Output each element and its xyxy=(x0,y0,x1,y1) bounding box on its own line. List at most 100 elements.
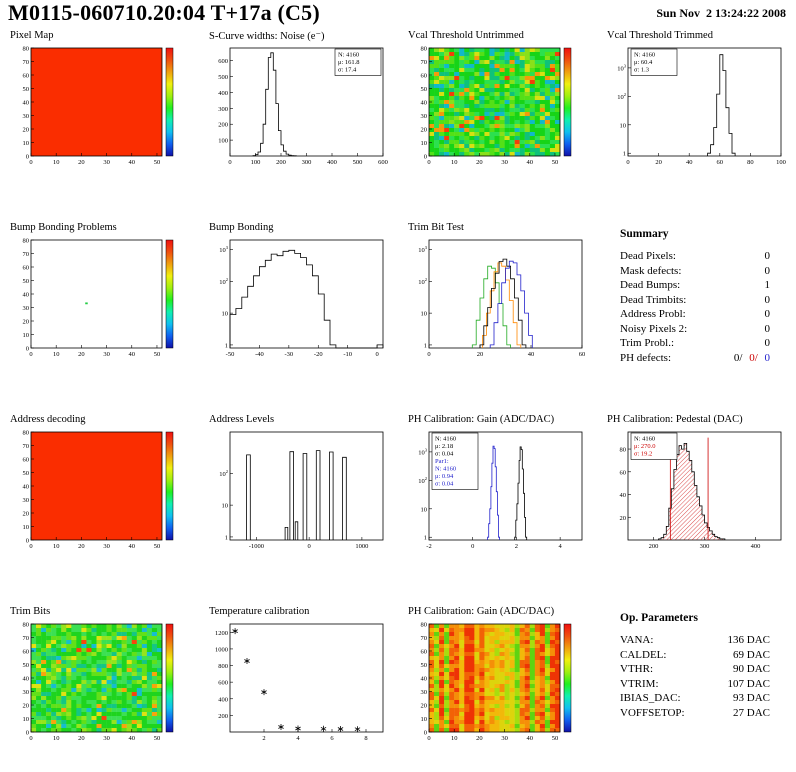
scurve-noise-plot: 0 100 200 300 400 500 600 100 200 300 400 500 600 N: … xyxy=(218,47,388,166)
hist-spike xyxy=(302,453,308,540)
svg-text:10: 10 xyxy=(53,543,60,550)
heatmap-cells xyxy=(429,624,561,733)
param-value: 0 xyxy=(764,264,771,277)
svg-text:μ: 60.4: μ: 60.4 xyxy=(634,59,653,66)
hist-spike xyxy=(246,454,251,540)
svg-text:0: 0 xyxy=(228,159,231,166)
svg-text:50: 50 xyxy=(154,735,161,742)
axes: 0 10 20 30 40 50 0 10 20 30 40 50 60 70 80 xyxy=(421,622,559,743)
svg-text:50: 50 xyxy=(421,86,428,93)
svg-text:800: 800 xyxy=(218,663,228,670)
panel-title: Trim Bit Test xyxy=(408,222,464,233)
svg-text:10: 10 xyxy=(451,735,458,742)
svg-text:1: 1 xyxy=(225,342,228,349)
svg-text:2: 2 xyxy=(262,735,265,742)
heatmap-cells xyxy=(31,240,162,348)
svg-text:N: 4160: N: 4160 xyxy=(338,52,359,59)
param-value: 0 xyxy=(764,293,771,306)
panel-trim-bits: Trim Bits 0 10 20 30 40 50 0 10 20 30 40 50 60 70 80 xyxy=(4,606,200,745)
heatmap-cells xyxy=(429,48,561,157)
svg-text:20: 20 xyxy=(421,703,428,710)
svg-text:30: 30 xyxy=(23,497,30,504)
svg-text:50: 50 xyxy=(23,86,30,93)
svg-text:20: 20 xyxy=(78,159,85,166)
svg-text:10: 10 xyxy=(23,716,30,723)
svg-text:-10: -10 xyxy=(343,351,352,358)
plot-frame xyxy=(229,239,384,349)
op-parameters-rows: VANA: 136 DAC CALDEL: 69 DAC VTHR: 90 DAC VTRI… xyxy=(620,633,770,720)
svg-text:50: 50 xyxy=(552,735,559,742)
svg-text:500: 500 xyxy=(353,159,363,166)
svg-text:60: 60 xyxy=(579,351,586,358)
param-row: IBIAS_DAC: 93 DAC xyxy=(620,691,770,706)
panel-title: Trim Bits xyxy=(10,606,51,617)
panel-temperature-calibration: Temperature calibration 2 4 6 8 200 400 600 800… xyxy=(203,606,399,745)
svg-text:10: 10 xyxy=(53,735,60,742)
svg-text:200: 200 xyxy=(649,543,659,550)
svg-text:10: 10 xyxy=(421,311,428,318)
svg-text:103: 103 xyxy=(418,447,428,456)
svg-text:80: 80 xyxy=(620,447,627,454)
param-label: Mask defects: xyxy=(620,264,682,277)
panel-title: Address decoding xyxy=(10,414,86,425)
svg-text:400: 400 xyxy=(751,543,761,550)
svg-text:80: 80 xyxy=(421,46,428,53)
svg-text:0: 0 xyxy=(26,346,29,353)
param-label: Dead Trimbits: xyxy=(620,293,687,306)
param-label: Trim Probl.: xyxy=(620,337,675,349)
svg-text:70: 70 xyxy=(23,251,30,258)
svg-text:0: 0 xyxy=(308,543,311,550)
bump-bonding-problems-plot: 0 10 20 30 40 50 0 10 20 30 40 50 60 70 80 xyxy=(23,238,174,358)
panel-title: Bump Bonding xyxy=(209,222,274,233)
svg-text:102: 102 xyxy=(219,469,228,478)
svg-text:σ: 17.4: σ: 17.4 xyxy=(338,67,357,74)
panel-title: S-Curve widths: Noise (e⁻) xyxy=(209,31,325,42)
svg-text:70: 70 xyxy=(23,635,30,642)
svg-text:80: 80 xyxy=(747,159,754,166)
svg-text:50: 50 xyxy=(23,470,30,477)
param-value: 90 DAC xyxy=(733,663,770,675)
report-datetime: Sun Nov 2 13:24:22 2008 xyxy=(656,6,786,20)
trim-bit-test-plot: 0 20 40 60 1 10 102 103 xyxy=(418,239,585,358)
svg-text:20: 20 xyxy=(421,127,428,134)
address-decoding-plot: 0 10 20 30 40 50 0 10 20 30 40 50 60 70 80 xyxy=(23,430,174,550)
param-row: CALDEL: 69 DAC xyxy=(620,648,770,663)
param-value: 93 DAC xyxy=(733,692,770,704)
svg-text:10: 10 xyxy=(620,122,627,129)
svg-text:0: 0 xyxy=(26,154,29,161)
svg-text:400: 400 xyxy=(218,90,228,97)
op-parameters-title: Op. Parameters xyxy=(620,612,698,624)
ph-defects-values: 0/ 0/ 0 xyxy=(730,351,770,366)
panel-ph-calibration-gain-map: PH Calibration: Gain (ADC/DAC) 0 10 20 30 40… xyxy=(402,606,598,745)
hist-series xyxy=(658,443,726,540)
svg-text:20: 20 xyxy=(477,351,484,358)
svg-text:30: 30 xyxy=(103,543,110,550)
svg-text:0: 0 xyxy=(471,543,474,550)
svg-text:60: 60 xyxy=(23,265,30,272)
svg-text:30: 30 xyxy=(103,735,110,742)
svg-text:μ: 270.0: μ: 270.0 xyxy=(634,443,656,450)
svg-text:80: 80 xyxy=(23,622,30,629)
svg-text:10: 10 xyxy=(222,503,229,510)
panel-trim-bit-test: Trim Bit Test 0 20 40 60 1 10 102 103 xyxy=(402,222,598,361)
svg-text:100: 100 xyxy=(251,159,261,166)
svg-text:40: 40 xyxy=(686,159,693,166)
param-row: Dead Trimbits: 0 xyxy=(620,293,770,308)
svg-text:1200: 1200 xyxy=(215,630,228,637)
svg-text:40: 40 xyxy=(527,159,534,166)
axes: 0 20 40 60 1 10 102 103 xyxy=(418,245,585,358)
svg-text:600: 600 xyxy=(218,680,228,687)
param-value: 0 xyxy=(764,308,771,320)
svg-text:80: 80 xyxy=(23,238,30,245)
svg-text:-20: -20 xyxy=(314,351,323,358)
param-row: Address Probl: 0 xyxy=(620,307,770,322)
svg-text:30: 30 xyxy=(103,159,110,166)
stats-box xyxy=(334,48,382,76)
svg-text:60: 60 xyxy=(23,73,30,80)
svg-text:300: 300 xyxy=(218,106,228,113)
svg-text:N: 4160: N: 4160 xyxy=(634,436,655,443)
svg-text:30: 30 xyxy=(23,113,30,120)
svg-text:60: 60 xyxy=(23,649,30,656)
